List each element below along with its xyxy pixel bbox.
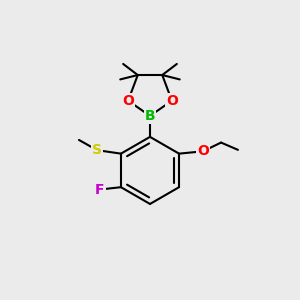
Text: F: F [95, 182, 105, 197]
Text: O: O [197, 144, 209, 158]
Text: S: S [92, 143, 102, 157]
Text: O: O [122, 94, 134, 108]
Text: O: O [166, 94, 178, 108]
Text: B: B [145, 109, 155, 123]
